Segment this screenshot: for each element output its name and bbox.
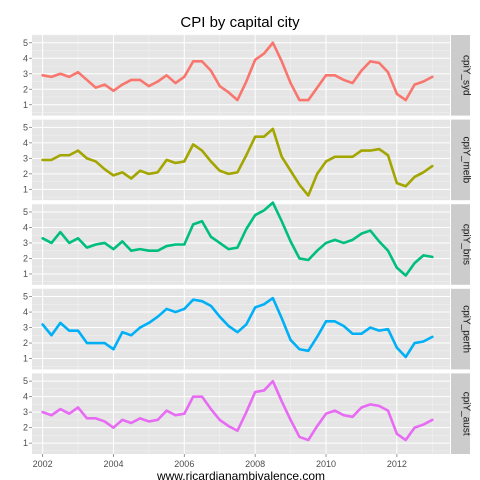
facet-strip-label: cpiY_bris bbox=[461, 224, 472, 265]
series-line-cpiY_melb bbox=[41, 127, 434, 197]
y-tick-label: 2 bbox=[23, 338, 28, 348]
y-tick-label: 1 bbox=[23, 100, 28, 110]
x-tick-label: 2004 bbox=[103, 459, 123, 469]
y-tick-label: 4 bbox=[23, 53, 28, 63]
y-tick-label: 2 bbox=[23, 423, 28, 433]
facet-strip-label: cpiY_melb bbox=[461, 137, 472, 184]
facet-strip-label: cpiY_aust bbox=[461, 392, 472, 436]
facet-strip bbox=[451, 204, 470, 285]
x-tick-label: 2010 bbox=[316, 459, 336, 469]
y-tick-label: 2 bbox=[23, 253, 28, 263]
series-line-cpiY_syd bbox=[41, 41, 434, 102]
facet-panel-cpiY_bris: 1 2 3 4 5 cpiY_bris bbox=[23, 201, 472, 285]
y-tick-label: 5 bbox=[23, 376, 28, 386]
panel-background bbox=[32, 119, 450, 201]
y-tick-label: 4 bbox=[23, 307, 28, 317]
facet-strip bbox=[451, 35, 470, 116]
y-tick-label: 3 bbox=[23, 238, 28, 248]
x-tick-label: 2002 bbox=[33, 459, 53, 469]
y-tick-label: 2 bbox=[23, 84, 28, 94]
series-line-cpiY_aust bbox=[41, 379, 434, 442]
chart-caption: www.ricardianambivalence.com bbox=[156, 469, 325, 480]
facet-panels: 1 2 3 4 5 cpiY_syd 1 2 3 4 5 cpiY_melb 1 2 3 4 5 cpiY_bri… bbox=[23, 34, 472, 454]
y-tick-label: 1 bbox=[23, 438, 28, 448]
facet-panel-cpiY_aust: 1 2 3 4 5 cpiY_aust bbox=[23, 373, 472, 454]
panel-background bbox=[32, 35, 450, 116]
series-line-cpiY_perth bbox=[41, 296, 434, 359]
y-tick-label: 1 bbox=[23, 354, 28, 364]
y-tick-label: 4 bbox=[23, 392, 28, 402]
facet-strip bbox=[451, 288, 470, 370]
facet-panel-cpiY_melb: 1 2 3 4 5 cpiY_melb bbox=[23, 119, 472, 201]
y-tick-label: 3 bbox=[23, 153, 28, 163]
y-tick-label: 5 bbox=[23, 38, 28, 48]
facet-panel-cpiY_perth: 1 2 3 4 5 cpiY_perth bbox=[23, 288, 472, 370]
y-tick-label: 5 bbox=[23, 207, 28, 217]
facet-strip bbox=[451, 373, 470, 454]
y-tick-label: 1 bbox=[23, 184, 28, 194]
y-tick-label: 5 bbox=[23, 122, 28, 132]
y-tick-label: 3 bbox=[23, 69, 28, 79]
y-tick-label: 3 bbox=[23, 323, 28, 333]
facet-panel-cpiY_syd: 1 2 3 4 5 cpiY_syd bbox=[23, 34, 472, 116]
y-tick-label: 4 bbox=[23, 222, 28, 232]
series-line-cpiY_bris bbox=[41, 201, 434, 277]
x-tick-label: 2012 bbox=[387, 459, 407, 469]
panel-background bbox=[32, 373, 450, 454]
y-tick-label: 3 bbox=[23, 407, 28, 417]
chart-title: CPI by capital city bbox=[180, 14, 300, 31]
x-tick-label: 2006 bbox=[174, 459, 194, 469]
y-tick-label: 2 bbox=[23, 169, 28, 179]
y-tick-label: 5 bbox=[23, 292, 28, 302]
facet-strip bbox=[451, 119, 470, 201]
y-tick-label: 4 bbox=[23, 138, 28, 148]
x-tick-label: 2008 bbox=[245, 459, 265, 469]
facet-strip-label: cpiY_syd bbox=[461, 55, 472, 96]
facet-strip-label: cpiY_perth bbox=[461, 305, 472, 353]
x-axis: 2002 2004 2006 2008 2010 2012 bbox=[33, 454, 407, 469]
y-tick-label: 1 bbox=[23, 269, 28, 279]
